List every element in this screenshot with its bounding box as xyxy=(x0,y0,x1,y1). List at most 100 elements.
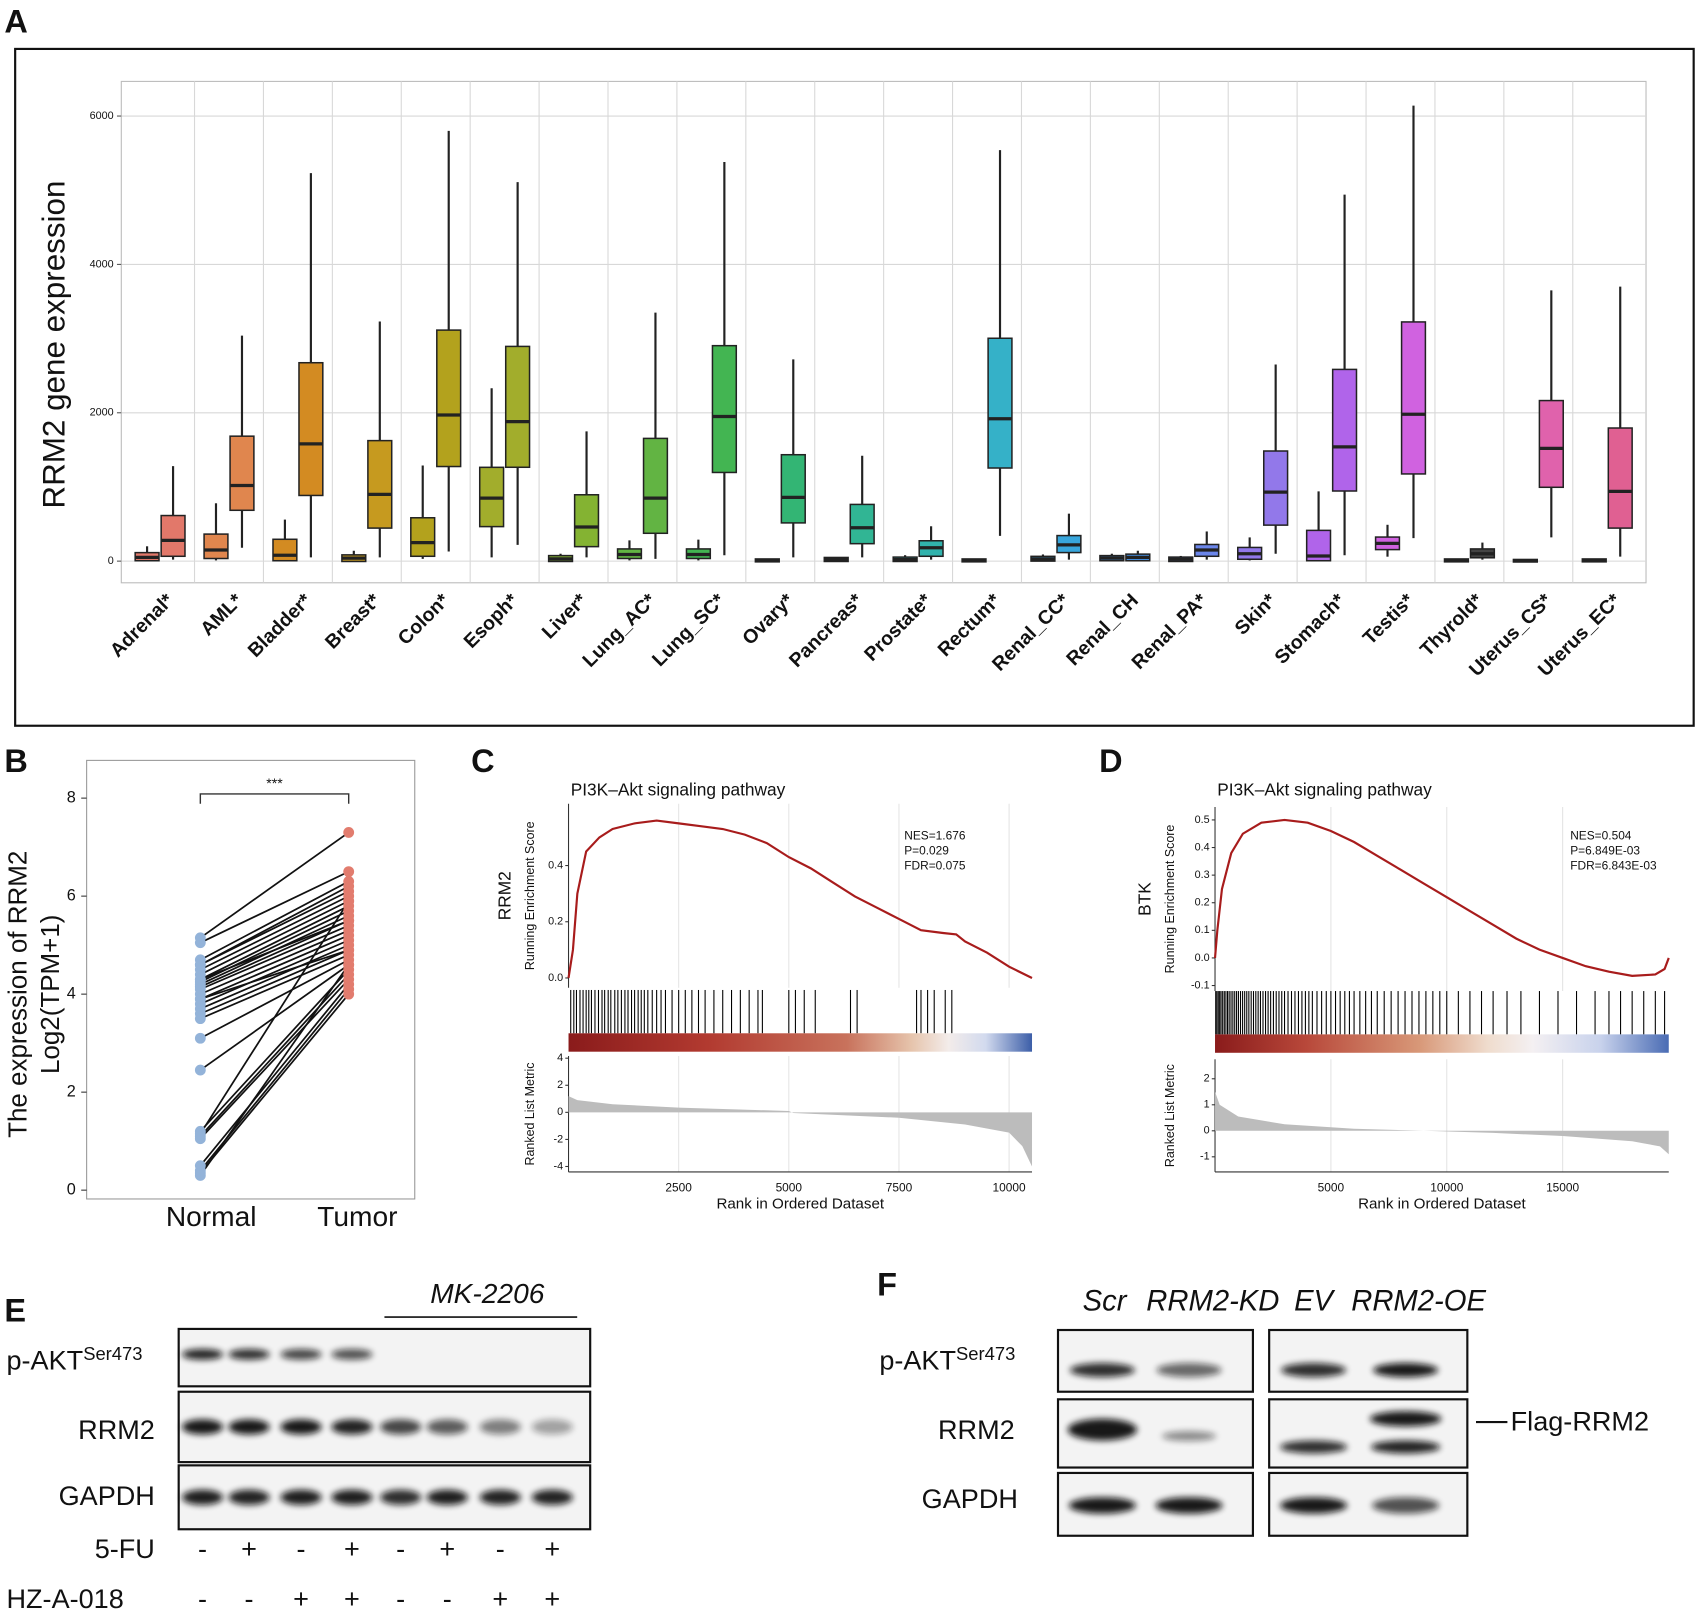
box xyxy=(160,514,186,558)
row-name: p-AKT xyxy=(879,1345,956,1376)
point xyxy=(194,974,206,985)
y-tick-label: -2 xyxy=(553,1133,563,1145)
lane-label: RRM2-KD xyxy=(1146,1286,1279,1318)
gene-label: BTK xyxy=(1134,882,1154,916)
y-tick-label: 8 xyxy=(67,788,76,806)
condition-sign: + xyxy=(293,1583,309,1614)
annotation: NES=1.676 xyxy=(904,828,966,842)
x-tick-label: 10000 xyxy=(993,1180,1026,1194)
y-tick-label: 2 xyxy=(557,1079,563,1091)
pair-line xyxy=(199,983,350,1167)
blot-band xyxy=(1370,1440,1441,1454)
condition-sign: + xyxy=(544,1533,560,1564)
pair-line xyxy=(199,959,350,1040)
significance: *** xyxy=(266,775,283,791)
point xyxy=(343,880,355,892)
rank-colorbar xyxy=(1215,1034,1669,1053)
row-name: GAPDH xyxy=(59,1480,155,1511)
y-axis-label: Running Enrichment Score xyxy=(523,821,537,970)
box xyxy=(410,517,436,558)
pair-line xyxy=(199,880,350,961)
pair-line xyxy=(200,919,350,981)
x-tick-label: Normal xyxy=(166,1201,257,1232)
point xyxy=(194,959,206,971)
box xyxy=(1262,450,1289,526)
condition-sign: + xyxy=(344,1583,360,1614)
blot-band xyxy=(531,1489,573,1505)
blot-background xyxy=(1056,1328,1255,1393)
blot-band xyxy=(1279,1497,1348,1514)
blot-band xyxy=(1069,1363,1135,1378)
blot-band xyxy=(331,1489,373,1505)
y-tick-label: 0 xyxy=(1204,1125,1210,1137)
pair-line xyxy=(199,934,350,1000)
condition-sign: - xyxy=(198,1533,207,1564)
box xyxy=(229,435,255,512)
chart-title: PI3K–Akt signaling pathway xyxy=(1217,779,1432,799)
chart-title: PI3K–Akt signaling pathway xyxy=(571,779,786,799)
panel-label: A xyxy=(4,4,27,40)
row-label: RRM2 xyxy=(938,1414,1015,1445)
blot-band xyxy=(479,1419,521,1435)
panel-label: B xyxy=(4,743,27,779)
row-label: RRM2 xyxy=(78,1414,155,1445)
blot-band xyxy=(331,1419,373,1435)
point xyxy=(194,937,206,949)
blot-band xyxy=(1155,1497,1223,1514)
annotation: FDR=0.075 xyxy=(904,859,966,873)
lane-label: Scr xyxy=(1083,1286,1128,1318)
pair-line xyxy=(199,939,350,1005)
rank-colorbar xyxy=(568,1033,1033,1052)
annotation: P=0.029 xyxy=(904,843,949,857)
condition-sign: - xyxy=(245,1583,254,1614)
y-tick-label: 0.3 xyxy=(1195,869,1210,881)
x-tick-label: 15000 xyxy=(1546,1180,1579,1194)
y-tick-label: 0 xyxy=(108,555,114,567)
panel-label: E xyxy=(4,1292,26,1328)
x-tick-label: 2500 xyxy=(665,1180,692,1194)
y-tick-label: 0 xyxy=(557,1106,563,1118)
pair-line xyxy=(199,949,350,1015)
blot-band xyxy=(228,1419,270,1435)
box xyxy=(1538,399,1564,489)
x-axis-label: Rank in Ordered Dataset xyxy=(716,1195,884,1212)
box xyxy=(987,337,1013,469)
blot-band xyxy=(1281,1363,1347,1378)
blot-band xyxy=(181,1348,224,1360)
blot-band xyxy=(280,1348,322,1360)
point xyxy=(343,988,355,1000)
blot-band xyxy=(1369,1411,1442,1427)
lane-label: EV xyxy=(1294,1286,1335,1318)
pair-line xyxy=(199,900,350,1135)
point xyxy=(343,915,355,927)
treatment-label: MK-2206 xyxy=(430,1278,545,1309)
y-axis-label: The expression of RRM2 xyxy=(2,851,32,1138)
point xyxy=(343,959,355,971)
y-tick-label: 0.0 xyxy=(1195,952,1210,964)
enrichment-curve xyxy=(1213,818,1670,977)
point xyxy=(194,1128,206,1140)
blot-band xyxy=(380,1489,422,1505)
row-label: p-AKTSer473 xyxy=(6,1343,142,1376)
box xyxy=(436,329,462,468)
condition-sign: - xyxy=(198,1583,207,1614)
condition-sign: - xyxy=(496,1533,505,1564)
box xyxy=(367,439,393,529)
point xyxy=(343,827,355,838)
y-axis-label: Running Enrichment Score xyxy=(1163,825,1177,974)
blot-band xyxy=(1068,1497,1136,1514)
row-superscript: Ser473 xyxy=(83,1343,142,1364)
box xyxy=(203,533,229,560)
point xyxy=(194,1032,206,1044)
row-superscript: Ser473 xyxy=(956,1343,1015,1364)
blot-band xyxy=(1279,1440,1348,1454)
y-tick-label: 4000 xyxy=(90,258,114,270)
y-tick-label: 0.2 xyxy=(1195,897,1210,909)
pair-line xyxy=(199,885,350,966)
y-tick-label: 0.1 xyxy=(1195,924,1210,936)
pair-line xyxy=(199,924,350,991)
annotation: P=6.849E-03 xyxy=(1570,843,1640,857)
y-tick-label: 0.0 xyxy=(548,972,563,984)
condition-label: HZ-A-018 xyxy=(6,1583,123,1614)
